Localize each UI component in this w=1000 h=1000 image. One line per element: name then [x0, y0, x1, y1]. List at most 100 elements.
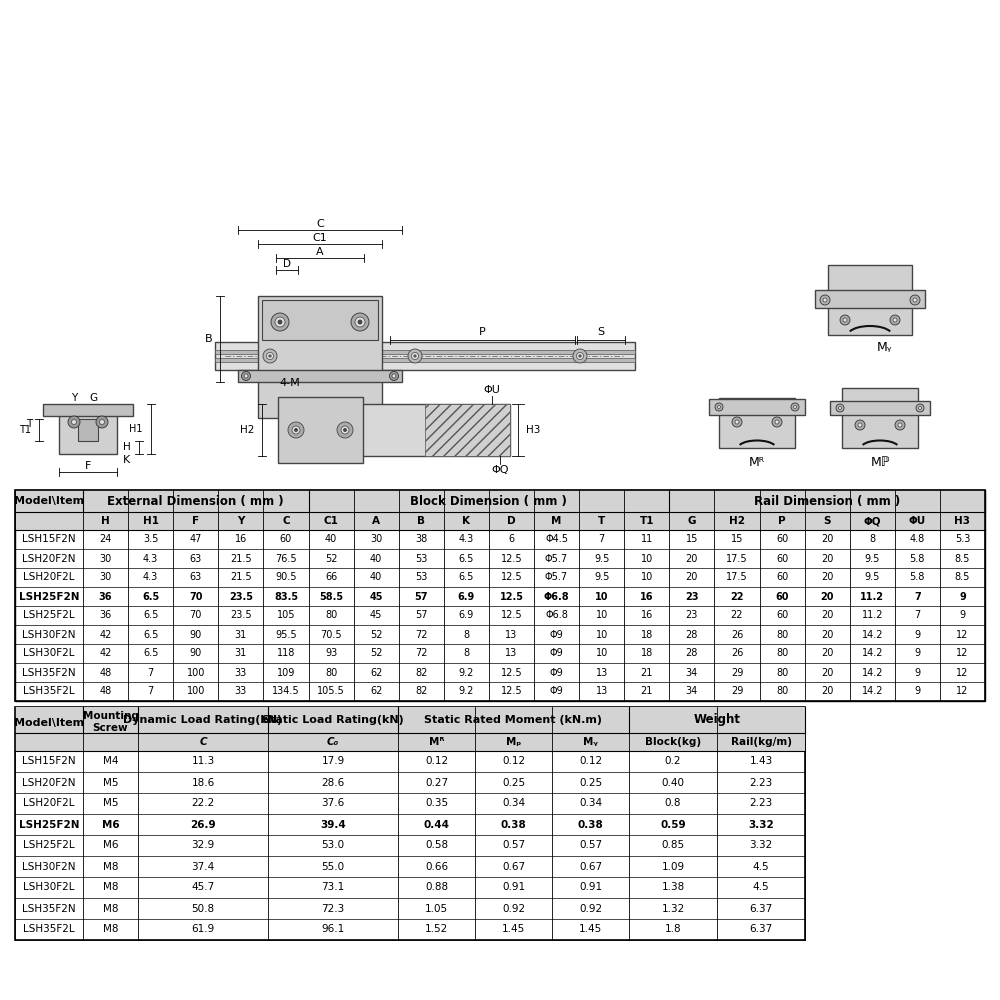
Text: 0.92: 0.92: [502, 904, 525, 914]
Text: 6.5: 6.5: [459, 554, 474, 564]
Circle shape: [820, 295, 830, 305]
Text: LSH15F2N: LSH15F2N: [22, 534, 76, 544]
Text: 15: 15: [731, 534, 743, 544]
Text: 12.5: 12.5: [501, 610, 522, 620]
Text: 13: 13: [505, 648, 518, 658]
Text: LSH25F2L: LSH25F2L: [23, 840, 75, 850]
Text: 1.52: 1.52: [425, 924, 448, 934]
Text: Φ5.7: Φ5.7: [545, 554, 568, 564]
Circle shape: [794, 406, 796, 408]
Text: 22.2: 22.2: [191, 798, 215, 808]
Text: 82: 82: [415, 668, 427, 678]
Text: 1.32: 1.32: [661, 904, 685, 914]
Text: 82: 82: [415, 686, 427, 696]
Text: 6.5: 6.5: [142, 591, 159, 601]
Text: 0.27: 0.27: [425, 778, 448, 788]
Text: 36: 36: [99, 610, 112, 620]
Text: 9: 9: [959, 610, 966, 620]
Text: 60: 60: [280, 534, 292, 544]
Text: 4.3: 4.3: [459, 534, 474, 544]
Text: 29: 29: [731, 668, 743, 678]
Text: 10: 10: [595, 591, 608, 601]
Text: 22: 22: [731, 610, 743, 620]
Text: 20: 20: [686, 554, 698, 564]
Text: LSH20F2N: LSH20F2N: [22, 778, 76, 788]
Text: 48: 48: [99, 686, 112, 696]
Text: LSH35F2L: LSH35F2L: [23, 924, 75, 934]
Text: 0.8: 0.8: [665, 798, 681, 808]
Text: M6: M6: [103, 840, 118, 850]
Text: 0.25: 0.25: [579, 778, 602, 788]
Circle shape: [823, 298, 827, 302]
Text: M8: M8: [103, 924, 118, 934]
Text: 60: 60: [775, 591, 789, 601]
Text: 70: 70: [189, 591, 202, 601]
Bar: [815, 290, 925, 308]
Text: D: D: [507, 516, 516, 526]
Text: 100: 100: [187, 686, 205, 696]
Text: LSH25F2N: LSH25F2N: [19, 820, 79, 830]
Text: 63: 63: [190, 554, 202, 564]
Circle shape: [898, 423, 902, 427]
Text: 8: 8: [463, 630, 469, 640]
Text: Φ9: Φ9: [550, 668, 563, 678]
Text: M6: M6: [102, 820, 119, 830]
Text: 48: 48: [99, 668, 112, 678]
Text: 26: 26: [731, 630, 743, 640]
Text: 20: 20: [686, 572, 698, 582]
Text: 80: 80: [776, 648, 788, 658]
Text: Model\Item: Model\Item: [14, 496, 84, 506]
Circle shape: [344, 428, 347, 432]
Text: M5: M5: [103, 778, 118, 788]
Circle shape: [791, 403, 799, 411]
Text: 22: 22: [730, 591, 744, 601]
Text: LSH20F2N: LSH20F2N: [22, 554, 76, 564]
Text: 17.9: 17.9: [321, 756, 345, 766]
Text: ΦU: ΦU: [484, 385, 500, 395]
Text: 14.2: 14.2: [862, 630, 883, 640]
Text: LSH25F2L: LSH25F2L: [23, 610, 75, 620]
Text: A: A: [372, 516, 380, 526]
Circle shape: [855, 420, 865, 430]
Text: M5: M5: [103, 798, 118, 808]
Bar: [15, 707, 805, 733]
Text: H: H: [101, 516, 110, 526]
Text: 70: 70: [190, 610, 202, 620]
Bar: [15, 490, 985, 512]
Text: 40: 40: [370, 572, 382, 582]
Text: M: M: [551, 516, 562, 526]
Text: 55.0: 55.0: [321, 861, 345, 871]
Circle shape: [390, 371, 398, 380]
Text: 109: 109: [277, 668, 295, 678]
Text: G: G: [688, 516, 696, 526]
Text: 23: 23: [685, 591, 699, 601]
Bar: [709, 399, 805, 415]
Text: 20: 20: [821, 610, 833, 620]
Text: LSH30F2L: LSH30F2L: [23, 882, 75, 892]
Text: 12.5: 12.5: [499, 591, 523, 601]
Circle shape: [732, 417, 742, 427]
Text: 2.23: 2.23: [749, 798, 773, 808]
Text: F: F: [192, 516, 199, 526]
Text: 3.32: 3.32: [748, 820, 774, 830]
Text: 0.88: 0.88: [425, 882, 448, 892]
Text: 6.5: 6.5: [143, 630, 158, 640]
Text: LSH35F2N: LSH35F2N: [22, 904, 76, 914]
Bar: [830, 401, 930, 415]
Text: 7: 7: [148, 668, 154, 678]
Text: Mounting
Screw: Mounting Screw: [83, 711, 138, 733]
Circle shape: [288, 422, 304, 438]
Text: 47: 47: [190, 534, 202, 544]
Text: 42: 42: [99, 630, 112, 640]
Text: 6.37: 6.37: [749, 904, 773, 914]
Circle shape: [68, 416, 80, 428]
Text: 45.7: 45.7: [191, 882, 215, 892]
Text: 9.5: 9.5: [865, 554, 880, 564]
Text: 0.44: 0.44: [424, 820, 450, 830]
Text: M8: M8: [103, 904, 118, 914]
Text: 8.5: 8.5: [955, 572, 970, 582]
Text: 9.5: 9.5: [594, 572, 609, 582]
Text: Model\Item: Model\Item: [14, 718, 84, 728]
Text: 21: 21: [641, 686, 653, 696]
Bar: [425, 404, 510, 456]
